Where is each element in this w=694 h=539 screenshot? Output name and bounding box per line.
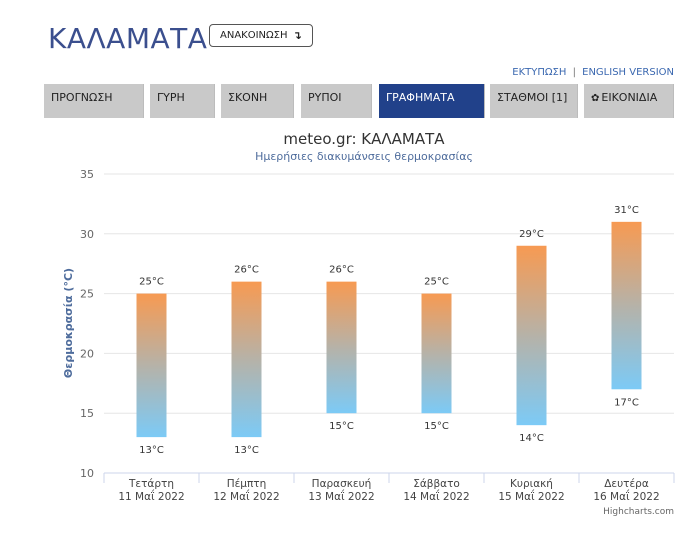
english-version-link[interactable]: ENGLISH VERSION (582, 67, 674, 78)
tab-charts[interactable]: ΓΡΑΦΗΜΑΤΑ (379, 84, 485, 118)
tab-dust[interactable]: ΣΚΟΝΗ (221, 84, 294, 118)
y-tick-label: 35 (80, 168, 94, 181)
tab-label: ΡΥΠΟΙ (308, 91, 342, 104)
x-tick-date: 12 Μαΐ 2022 (213, 489, 279, 503)
page-title: ΚΑΛΑΜΑΤΑ (48, 22, 208, 55)
temperature-bar[interactable] (611, 221, 642, 390)
temperature-bar[interactable] (136, 293, 167, 438)
tab-bar: ΠΡΟΓΝΩΣΗ ΓΥΡΗ ΣΚΟΝΗ ΡΥΠΟΙ ΓΡΑΦΗΜΑΤΑ ΣΤΑΘ… (44, 84, 674, 118)
x-tick-day: Κυριακή (510, 478, 553, 490)
announcement-button[interactable]: ΑΝΑΚΟΙΝΩΣΗ ↴ (209, 24, 313, 47)
y-tick-label: 30 (80, 228, 94, 241)
y-axis-label: Θερμοκρασία (°C) (62, 268, 75, 378)
chart-title: meteo.gr: ΚΑΛΑΜΑΤΑ (283, 130, 445, 148)
x-tick-date: 14 Μαΐ 2022 (403, 489, 469, 503)
max-temp-label: 31°C (614, 205, 639, 216)
max-temp-label: 29°C (519, 229, 544, 240)
min-temp-label: 17°C (614, 397, 639, 408)
min-temp-label: 15°C (424, 421, 449, 432)
temperature-bar[interactable] (516, 245, 547, 426)
tab-label: ΓΡΑΦΗΜΑΤΑ (386, 91, 455, 104)
temperature-bar[interactable] (231, 281, 262, 438)
link-separator: | (572, 67, 576, 78)
tab-icons[interactable]: ✿ ΕΙΚΟΝΙΔΙΑ (584, 84, 674, 118)
announcement-label: ΑΝΑΚΟΙΝΩΣΗ (220, 30, 288, 41)
max-temp-label: 26°C (329, 265, 354, 276)
x-tick-day: Παρασκευή (312, 478, 372, 490)
x-tick-day: Σάββατο (413, 478, 460, 490)
x-tick-day: Δευτέρα (604, 478, 649, 490)
top-links: ΕΚΤΥΠΩΣΗ | ENGLISH VERSION (512, 67, 674, 78)
max-temp-label: 25°C (139, 277, 164, 288)
tab-stations[interactable]: ΣΤΑΘΜΟΙ [1] (490, 84, 578, 118)
highcharts-credit[interactable]: Highcharts.com (603, 507, 674, 517)
gear-icon: ✿ (591, 93, 600, 104)
y-tick-label: 25 (80, 288, 94, 301)
chart-subtitle: Ημερήσιες διακυμάνσεις θερμοκρασίας (255, 150, 473, 163)
max-temp-label: 26°C (234, 265, 259, 276)
x-tick-day: Τετάρτη (128, 478, 174, 490)
tab-label: ΠΡΟΓΝΩΣΗ (51, 91, 113, 104)
min-temp-label: 13°C (139, 445, 164, 456)
x-tick-date: 11 Μαΐ 2022 (118, 489, 184, 503)
y-tick-label: 10 (80, 467, 94, 480)
print-link[interactable]: ΕΚΤΥΠΩΣΗ (512, 67, 567, 78)
temperature-bar[interactable] (421, 293, 452, 414)
tab-label: ΕΙΚΟΝΙΔΙΑ (601, 91, 658, 104)
x-tick-date: 15 Μαΐ 2022 (498, 489, 564, 503)
min-temp-label: 13°C (234, 445, 259, 456)
temperature-bar[interactable] (326, 281, 357, 414)
tab-label: ΓΥΡΗ (157, 91, 185, 104)
tab-forecast[interactable]: ΠΡΟΓΝΩΣΗ (44, 84, 144, 118)
min-temp-label: 14°C (519, 433, 544, 444)
tab-label: ΣΤΑΘΜΟΙ [1] (497, 91, 568, 104)
tab-label: ΣΚΟΝΗ (228, 91, 268, 104)
tab-pollen[interactable]: ΓΥΡΗ (150, 84, 215, 118)
tab-pollutants[interactable]: ΡΥΠΟΙ (301, 84, 372, 118)
min-temp-label: 15°C (329, 421, 354, 432)
max-temp-label: 25°C (424, 277, 449, 288)
y-tick-label: 15 (80, 407, 94, 420)
x-tick-date: 16 Μαΐ 2022 (593, 489, 659, 503)
y-tick-label: 20 (80, 347, 94, 360)
x-tick-date: 13 Μαΐ 2022 (308, 489, 374, 503)
arrow-down-icon: ↴ (292, 29, 302, 42)
x-tick-day: Πέμπτη (227, 478, 267, 490)
